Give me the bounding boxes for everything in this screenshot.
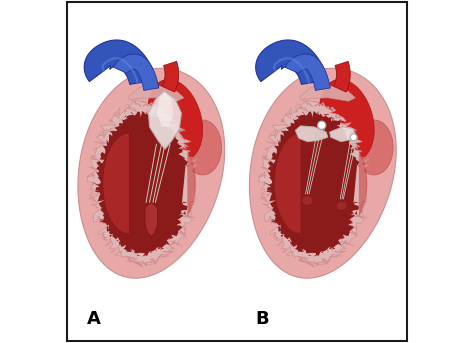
Polygon shape — [359, 150, 367, 217]
Polygon shape — [157, 93, 173, 127]
Polygon shape — [113, 54, 159, 91]
Polygon shape — [145, 202, 157, 237]
Polygon shape — [103, 134, 129, 233]
Circle shape — [350, 134, 357, 141]
Polygon shape — [263, 111, 361, 257]
Polygon shape — [87, 99, 198, 267]
Polygon shape — [356, 120, 393, 175]
Polygon shape — [334, 61, 350, 92]
Polygon shape — [275, 134, 301, 233]
Polygon shape — [148, 79, 203, 161]
Polygon shape — [184, 120, 221, 175]
Polygon shape — [249, 68, 396, 278]
Ellipse shape — [302, 196, 312, 205]
Polygon shape — [301, 85, 356, 101]
Polygon shape — [285, 54, 330, 91]
Polygon shape — [295, 126, 328, 142]
Ellipse shape — [337, 202, 346, 210]
Polygon shape — [78, 68, 225, 278]
Polygon shape — [329, 127, 356, 142]
Circle shape — [318, 121, 326, 129]
Polygon shape — [148, 91, 182, 149]
Text: A: A — [87, 310, 100, 328]
Polygon shape — [255, 40, 327, 84]
Polygon shape — [319, 79, 374, 161]
Polygon shape — [129, 85, 184, 101]
Polygon shape — [258, 99, 369, 267]
Text: B: B — [256, 310, 270, 328]
Polygon shape — [84, 40, 155, 84]
Polygon shape — [187, 150, 196, 217]
Polygon shape — [162, 61, 179, 92]
Polygon shape — [92, 111, 190, 257]
